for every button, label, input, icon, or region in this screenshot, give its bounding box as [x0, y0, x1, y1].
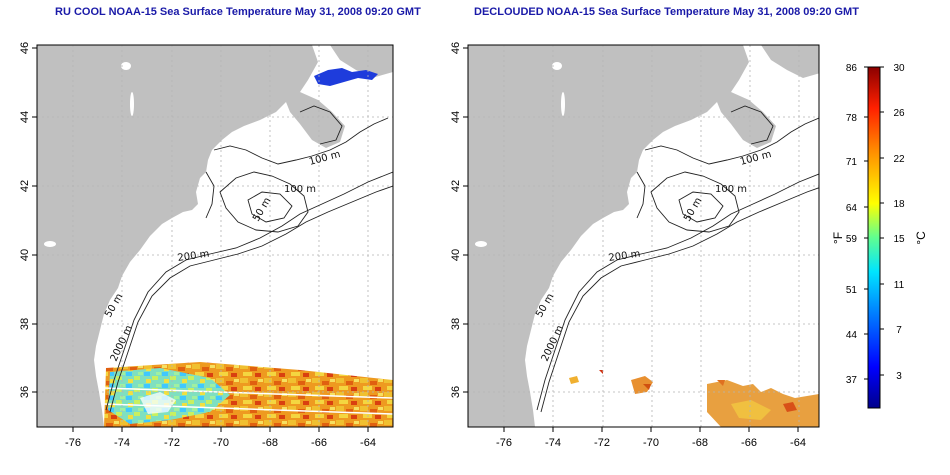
left-lat-tick: 38	[19, 318, 31, 330]
fahrenheit-tick: 37	[846, 375, 858, 386]
celsius-tick: 30	[893, 63, 905, 74]
temperature-colorbar: 86 78 71 64 59 51 44 37 30 26 22 18 15 1…	[831, 63, 928, 409]
fahrenheit-tick: 71	[846, 157, 858, 168]
right-map-bathymetry-contours	[536, 105, 819, 413]
right-lon-tick: -76	[496, 437, 512, 449]
left-map-sst-cool-region	[108, 368, 230, 424]
left-lat-tick: 44	[19, 111, 31, 123]
right-map-grid	[468, 45, 819, 427]
left-map-contour-label-100m-b: 100 m	[284, 184, 316, 195]
celsius-tick: 22	[893, 154, 905, 165]
left-map-grid	[37, 45, 393, 427]
celsius-tick: 7	[896, 325, 902, 336]
left-lon-tick: -74	[114, 437, 130, 449]
fahrenheit-tick: 78	[846, 113, 858, 124]
right-map-contour-label-100m-b: 100 m	[715, 184, 747, 195]
right-lat-tick: 38	[450, 318, 462, 330]
fahrenheit-tick: 59	[846, 234, 858, 245]
left-lon-tick: -72	[164, 437, 180, 449]
right-lon-tick: -64	[790, 437, 806, 449]
right-lon-tick: -74	[545, 437, 561, 449]
left-lat-tick: 36	[19, 386, 31, 398]
right-map-contour-label-200m: 200 m	[608, 249, 641, 264]
celsius-tick: 26	[893, 108, 905, 119]
fahrenheit-tick: 51	[846, 285, 858, 296]
fahrenheit-tick: 44	[846, 330, 858, 341]
celsius-tick: 18	[893, 199, 905, 210]
right-map-title: DECLOUDED NOAA-15 Sea Surface Temperatur…	[474, 6, 859, 18]
left-lat-tick: 46	[19, 42, 31, 54]
fahrenheit-axis-label: °F	[831, 232, 845, 244]
celsius-tick: 11	[894, 280, 905, 291]
celsius-axis-label: °C	[914, 231, 928, 245]
left-lon-tick: -66	[311, 437, 327, 449]
left-map-land	[37, 45, 318, 427]
left-map-contour-label-200m: 200 m	[177, 249, 210, 264]
right-map: 200 m 100 m 100 m 50 m 50 m 2000 m -76 -…	[450, 42, 820, 449]
fahrenheit-tick: 64	[846, 203, 858, 214]
left-map-nova-scotia	[286, 92, 345, 148]
right-map-land	[468, 45, 749, 427]
left-map-title: RU COOL NOAA-15 Sea Surface Temperature …	[55, 6, 421, 18]
left-lat-tick: 42	[19, 180, 31, 192]
right-lon-tick: -66	[741, 437, 757, 449]
right-map-frame	[467, 44, 820, 428]
left-lon-tick: -76	[65, 437, 81, 449]
celsius-tick: 3	[896, 371, 902, 382]
left-lon-tick: -70	[213, 437, 229, 449]
right-lat-tick: 40	[450, 249, 462, 261]
left-map-bathymetry-contours	[105, 105, 393, 413]
left-lat-tick: 40	[19, 249, 31, 261]
right-lon-tick: -68	[692, 437, 708, 449]
right-lat-tick: 44	[450, 111, 462, 123]
left-map: 200 m 100 m 100 m 50 m 50 m 2000 m -76 -…	[19, 42, 394, 449]
left-map-frame	[36, 44, 394, 428]
right-lat-tick: 46	[450, 42, 462, 54]
right-lon-tick: -70	[643, 437, 659, 449]
left-map-newfoundland-edge	[330, 45, 393, 78]
fahrenheit-tick: 86	[846, 63, 858, 74]
left-lon-tick: -64	[360, 437, 376, 449]
colorbar-gradient	[867, 66, 881, 409]
left-lon-tick: -68	[262, 437, 278, 449]
left-map-cold-sst-patch	[314, 68, 378, 86]
celsius-tick: 15	[893, 234, 905, 245]
right-lat-tick: 42	[450, 180, 462, 192]
right-lat-tick: 36	[450, 386, 462, 398]
right-lon-tick: -72	[594, 437, 610, 449]
